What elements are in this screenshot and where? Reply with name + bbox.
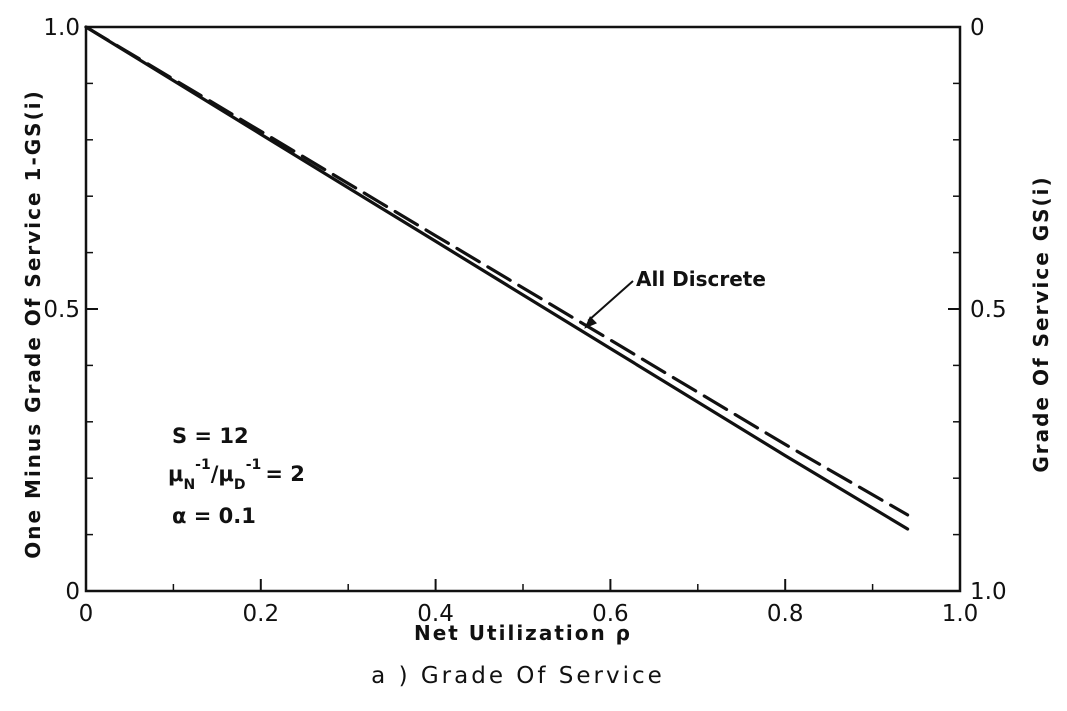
- x-tick-label: 0.4: [417, 601, 454, 627]
- y-axis-left-title: One Minus Grade Of Service 1-GS(i): [21, 89, 45, 558]
- param-slash: /: [211, 462, 219, 486]
- y-right-tick-label: 1.0: [970, 579, 1007, 605]
- series-layer: [84, 25, 910, 531]
- param-s: S = 12: [172, 424, 249, 448]
- series-line-solid: [84, 25, 910, 531]
- y-left-tick-label: 0.5: [43, 297, 80, 323]
- param-mu-ratio: μN-1/μD-1 = 2: [168, 457, 305, 493]
- param-mu-d: μ: [218, 462, 233, 486]
- annotation-all-discrete: All Discrete: [584, 267, 766, 329]
- annotation-label: All Discrete: [636, 267, 766, 291]
- y-left-tick-label: 0: [65, 579, 80, 605]
- y-left-tick-label: 1.0: [43, 15, 80, 41]
- chart-caption: a ) Grade Of Service: [371, 663, 665, 689]
- y-axis-right: 1.0 0.5 0: [948, 15, 1007, 605]
- x-tick-label: 1.0: [942, 601, 979, 627]
- parameter-block: S = 12 μN-1/μD-1 = 2 α = 0.1: [168, 424, 305, 528]
- y-right-tick-label: 0.5: [970, 297, 1007, 323]
- x-axis-title: Net Utilization ρ: [414, 621, 632, 645]
- y-axis-left: 0 0.5 1.0: [43, 15, 98, 605]
- x-tick-label: 0.8: [767, 601, 804, 627]
- param-sub-n: N: [183, 477, 195, 493]
- y-axis-right-title: Grade Of Service GS(i): [1029, 175, 1053, 472]
- x-axis: 0 0.2 0.4 0.6 0.8 1.0: [79, 579, 979, 627]
- y-right-tick-label: 0: [970, 15, 985, 41]
- param-sup-n: -1: [195, 457, 211, 473]
- param-sup-d: -1: [246, 457, 262, 473]
- x-tick-label: 0: [79, 601, 94, 627]
- annotation-arrowhead: [584, 316, 597, 329]
- x-tick-label: 0.6: [592, 601, 629, 627]
- x-tick-label: 0.2: [243, 601, 280, 627]
- param-ratio-value: = 2: [265, 462, 305, 486]
- param-sub-d: D: [234, 477, 246, 493]
- param-alpha: α = 0.1: [172, 504, 256, 528]
- annotation-leader-line: [587, 280, 634, 322]
- param-mu-n: μ: [168, 462, 183, 486]
- series-line-all-discrete: [84, 25, 910, 517]
